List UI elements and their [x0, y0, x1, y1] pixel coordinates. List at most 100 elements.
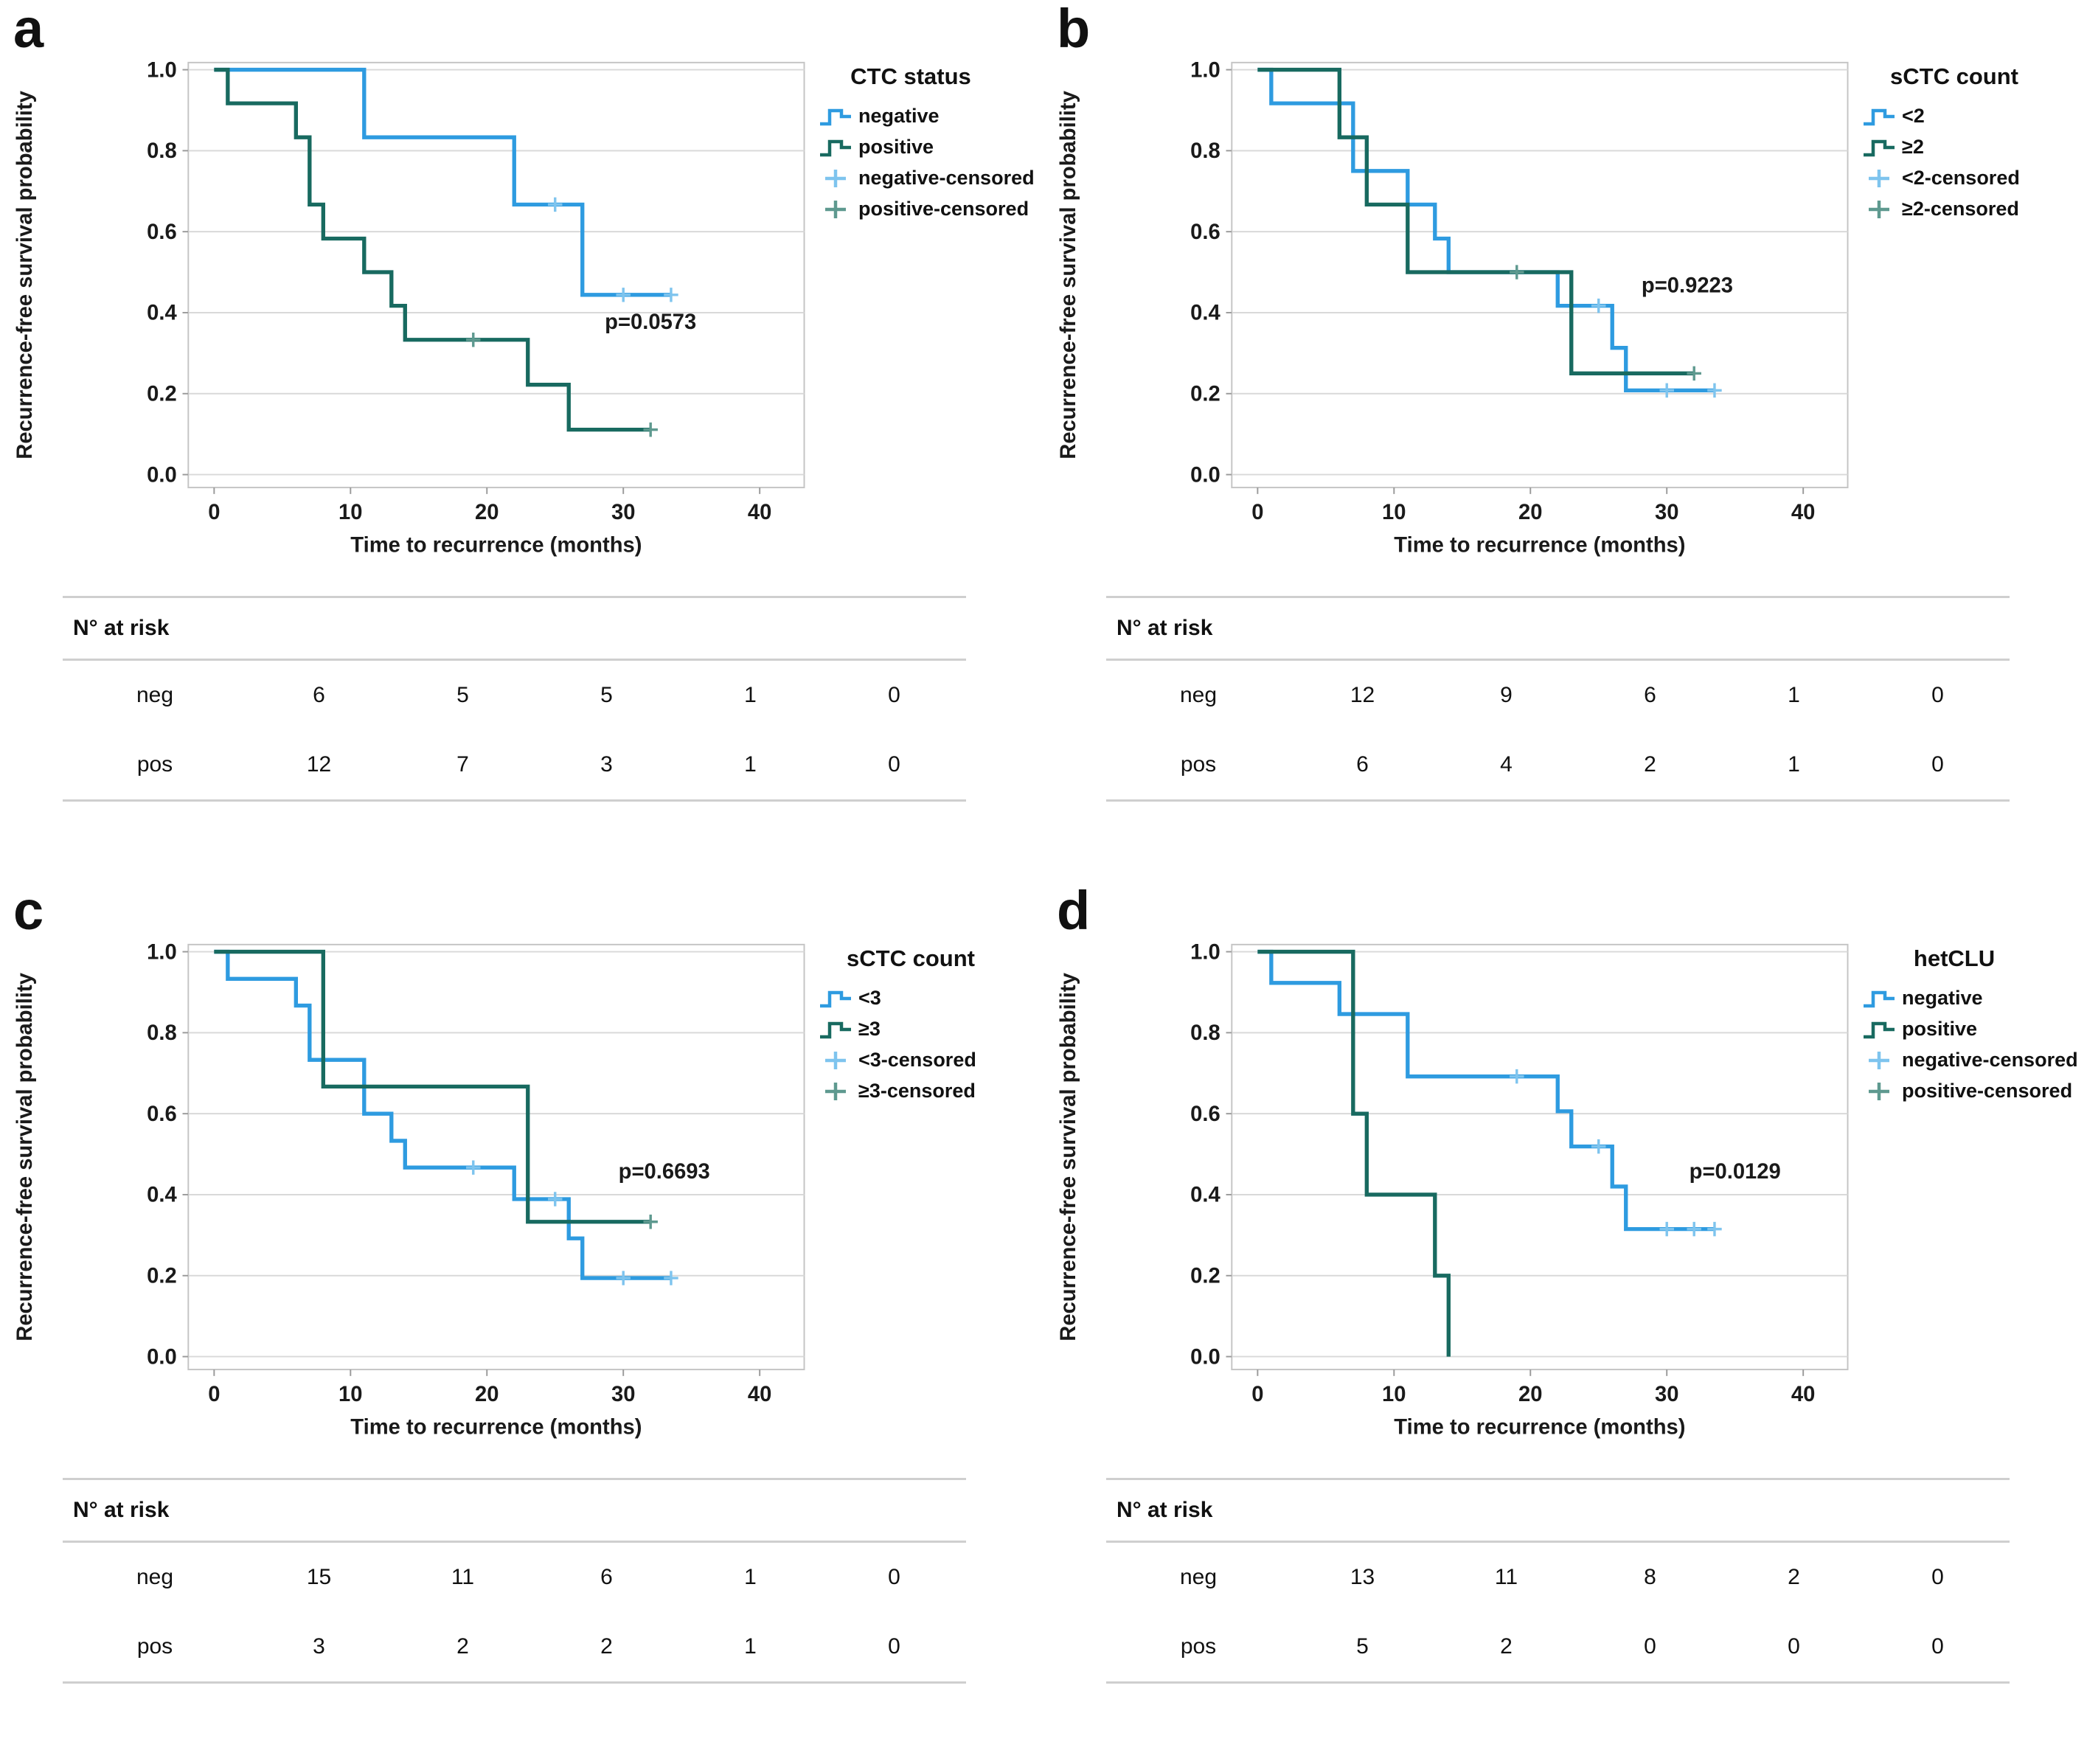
- km-curve-<3: [214, 949, 671, 1280]
- rule: [1106, 596, 2010, 598]
- risk-row-label: pos: [136, 752, 173, 777]
- risk-cell: 2: [600, 1634, 613, 1659]
- plot-area: 1.0 0.8 0.6 0.4 0.2 0.0 0 10 20 30 40 Time to recur…: [1057, 58, 1849, 558]
- x-tick-label: 40: [748, 501, 771, 524]
- censor-mark: [1659, 1221, 1674, 1237]
- km-step-line-icon: [820, 990, 851, 1007]
- y-tick-label: 0.0: [1190, 463, 1220, 487]
- risk-cell: 0: [1644, 1634, 1656, 1659]
- censor-mark: [664, 1271, 678, 1285]
- risk-cell: 6: [600, 1565, 613, 1589]
- plot-area: 1.0 0.8 0.6 0.4 0.2 0.0 0 10 20 30 40 Time to recur…: [13, 940, 805, 1440]
- censor-mark: [616, 1271, 631, 1285]
- y-tick-label: 0.6: [1190, 1102, 1220, 1126]
- legend: sCTC count <3 ≥3 <3-censored ≥3-censored: [819, 910, 1036, 1102]
- risk-row-pos: pos 3 2 2 1 0: [63, 1612, 966, 1681]
- legend-items: <3 ≥3 <3-censored ≥3-censored: [819, 987, 1036, 1102]
- risk-cell: 6: [1644, 683, 1656, 707]
- km-curve-≥2: [1257, 67, 1695, 375]
- legend-item: positive: [1862, 1018, 2080, 1041]
- x-tick-label: 20: [475, 501, 499, 524]
- y-tick-label: 0.0: [147, 1345, 177, 1369]
- y-axis-title: Recurrence-free survival probability: [1057, 90, 1080, 459]
- x-tick-label: 20: [1518, 501, 1542, 524]
- risk-cell: 5: [456, 683, 469, 707]
- censor-plus-icon: [1869, 1082, 1889, 1100]
- risk-cell: 4: [1500, 752, 1513, 777]
- km-curve-negative: [214, 67, 671, 297]
- x-tick-label: 10: [338, 1383, 362, 1406]
- risk-cell: 1: [1788, 752, 1800, 777]
- legend-item: positive-censored: [819, 198, 1036, 220]
- censor-mark: [1687, 1221, 1701, 1237]
- rule: [1106, 1478, 2010, 1480]
- y-tick-label: 0.6: [1190, 220, 1220, 244]
- risk-row-pos: pos 12 7 3 1 0: [63, 730, 966, 799]
- risk-cell: 1: [744, 1634, 757, 1659]
- y-tick-label: 0.2: [147, 383, 177, 406]
- legend-item-label: positive: [858, 136, 934, 158]
- legend-item-label: <3: [858, 987, 881, 1009]
- censor-plus-icon: [825, 1051, 846, 1069]
- legend-item-label: <2-censored: [1902, 167, 2020, 189]
- censor-plus-icon: [825, 169, 846, 187]
- km-curve-≥3: [214, 949, 651, 1224]
- legend-title: CTC status: [850, 63, 971, 89]
- km-curve-negative: [1257, 949, 1715, 1232]
- censor-plus-icon: [1869, 169, 1889, 187]
- legend-item-label: negative-censored: [1902, 1049, 2078, 1071]
- y-tick-label: 0.4: [1190, 1184, 1220, 1207]
- legend-item: negative-censored: [1862, 1049, 2080, 1072]
- x-tick-label: 10: [1382, 1383, 1406, 1406]
- panel-letter: d: [1057, 880, 1091, 941]
- panel-a: a 1.0 0.8 0.6 0.4 0.2 0.0 0 10 20 30 40 Time to rec…: [0, 0, 1044, 882]
- risk-rows: neg 6 5 5 1 0 pos 12 7 3 1 0: [63, 661, 966, 799]
- risk-cell: 15: [306, 1565, 332, 1589]
- censor-plus-icon: [1869, 200, 1889, 218]
- censor-mark: [466, 333, 481, 347]
- legend-item-label: ≥2-censored: [1902, 198, 2019, 220]
- censor-mark: [1510, 265, 1524, 279]
- risk-table: N° at risk neg 15 11 6 1 0 pos 3 2 2 1 0: [63, 1478, 966, 1684]
- rule: [63, 1541, 966, 1543]
- y-tick-label: 0.8: [147, 139, 177, 163]
- y-tick-label: 0.6: [147, 1102, 177, 1126]
- x-tick-label: 30: [611, 1383, 635, 1406]
- rule: [1106, 1681, 2010, 1684]
- panel-letter: a: [13, 0, 44, 59]
- p-value: p=0.9223: [1642, 274, 1733, 298]
- km-step-line-icon: [1864, 139, 1895, 156]
- risk-cell: 13: [1350, 1565, 1375, 1589]
- y-tick-label: 0.2: [147, 1265, 177, 1288]
- censor-mark: [1510, 1069, 1524, 1084]
- risk-cell: 0: [1931, 683, 1944, 707]
- legend-item: ≥2: [1862, 136, 2080, 159]
- censor-mark: [664, 288, 678, 302]
- x-tick-label: 30: [1655, 1383, 1678, 1406]
- x-axis-title: Time to recurrence (months): [350, 1416, 642, 1440]
- y-tick-label: 0.0: [147, 463, 177, 487]
- risk-row-neg: neg 6 5 5 1 0: [63, 661, 966, 730]
- censor-mark: [548, 1192, 563, 1206]
- risk-row-pos: pos 6 4 2 1 0: [1106, 730, 2010, 799]
- risk-cell: 1: [744, 752, 757, 777]
- legend-title: sCTC count: [847, 945, 975, 971]
- rule: [1106, 799, 2010, 802]
- y-axis-title: Recurrence-free survival probability: [1057, 972, 1080, 1341]
- km-step-line-icon: [1864, 108, 1895, 125]
- rule: [63, 596, 966, 598]
- legend-item: negative: [1862, 987, 2080, 1010]
- y-tick-label: 1.0: [1190, 940, 1220, 964]
- risk-cell: 0: [1931, 752, 1944, 777]
- risk-cell: 12: [306, 752, 332, 777]
- x-tick-label: 0: [1251, 501, 1263, 524]
- risk-cell: 1: [744, 1565, 757, 1589]
- km-step-line-icon: [820, 139, 851, 156]
- risk-cell: 2: [1788, 1565, 1800, 1589]
- y-tick-label: 0.2: [1190, 383, 1220, 406]
- risk-cell: 0: [1931, 1565, 1944, 1589]
- legend-item: negative-censored: [819, 167, 1036, 190]
- x-tick-label: 0: [208, 1383, 220, 1406]
- legend: sCTC count <2 ≥2 <2-censored ≥2-censored: [1862, 28, 2080, 220]
- panel-letter: b: [1057, 0, 1091, 59]
